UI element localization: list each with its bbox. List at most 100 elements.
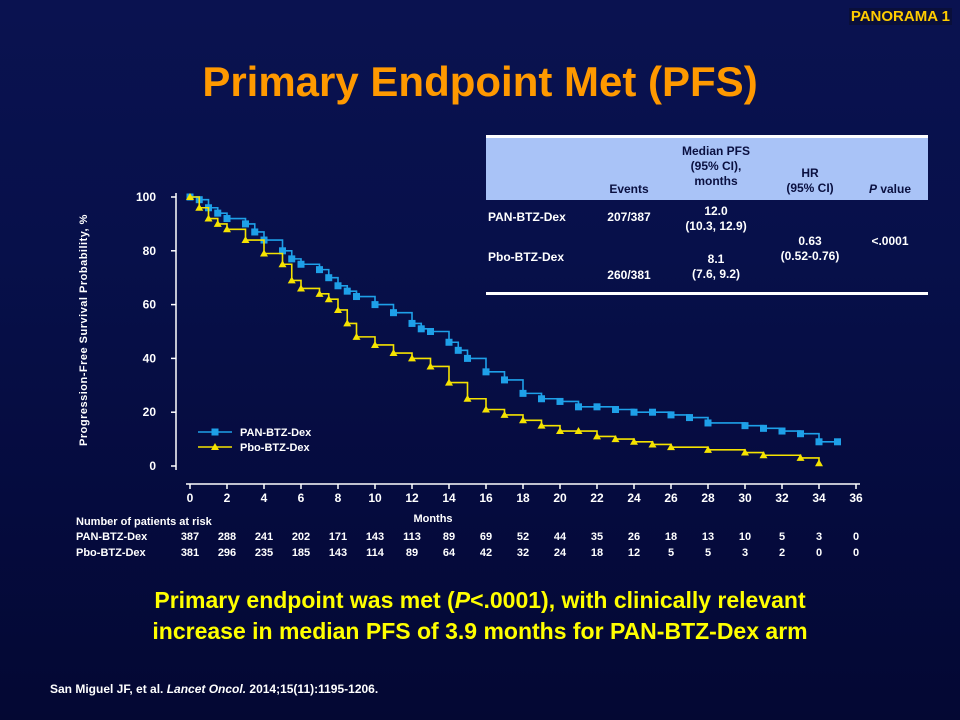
censor-mark-pan xyxy=(408,319,416,327)
at-risk-value: 3 xyxy=(741,547,749,559)
at-risk-value: 235 xyxy=(254,547,274,559)
x-tick-label: 6 xyxy=(298,491,305,505)
censor-mark-pan xyxy=(297,260,305,268)
summary-line1-p: P xyxy=(454,587,471,613)
p-value: <.0001 xyxy=(871,234,909,248)
censor-mark-pbo xyxy=(334,305,342,313)
at-risk-value: 143 xyxy=(328,547,348,559)
at-risk-value: 18 xyxy=(590,547,604,559)
x-tick-label: 4 xyxy=(261,491,268,505)
censor-mark-pbo xyxy=(759,451,768,459)
header-median-line2: (95% CI), xyxy=(690,159,742,173)
censor-mark-pan xyxy=(353,293,360,301)
row-pbo-median: 8.1 (7.6, 9.2) xyxy=(658,252,774,282)
censor-mark-pbo xyxy=(278,260,287,268)
at-risk-value: 143 xyxy=(365,531,385,543)
slide-title: Primary Endpoint Met (PFS) xyxy=(202,58,758,105)
header-p-rest: value xyxy=(876,182,912,196)
y-tick-label: 100 xyxy=(136,190,156,204)
censor-mark-pan xyxy=(686,414,693,422)
censor-mark-pbo xyxy=(223,225,231,233)
x-tick-label: 26 xyxy=(664,491,678,505)
censor-mark-pan xyxy=(834,438,841,446)
censor-mark-pan xyxy=(251,228,259,236)
at-risk-value: 26 xyxy=(627,531,641,543)
summary-line1: Primary endpoint was met (P<.0001), with… xyxy=(0,585,960,616)
at-risk-value: 52 xyxy=(516,531,530,543)
censor-mark-pan xyxy=(667,411,675,419)
row-pbo-median-ci: (7.6, 9.2) xyxy=(691,267,741,281)
at-risk-value: 3 xyxy=(815,531,823,543)
x-tick-label: 10 xyxy=(368,491,382,505)
censor-mark-pbo xyxy=(315,289,324,297)
censor-mark-pan xyxy=(519,389,527,397)
censor-mark-pbo xyxy=(482,405,490,413)
x-tick-label: 32 xyxy=(775,491,789,505)
censor-mark-pan xyxy=(279,247,286,255)
header-p-italic: P xyxy=(868,182,877,196)
censor-mark-pan xyxy=(454,346,462,354)
x-tick-label: 30 xyxy=(738,491,752,505)
at-risk-value: 5 xyxy=(778,531,786,543)
censor-mark-pan xyxy=(334,282,342,290)
header-median-pfs: Median PFS (95% CI), months xyxy=(658,144,774,189)
censor-mark-pan xyxy=(538,395,545,403)
row-pan-median-value: 12.0 xyxy=(704,204,728,218)
row-pbo-median-value: 8.1 xyxy=(707,252,725,266)
censor-mark-pbo xyxy=(389,349,398,357)
citation-authors: San Miguel JF, et al. xyxy=(50,682,167,696)
header-hr-line1: HR xyxy=(801,166,819,180)
censor-mark-pan xyxy=(242,220,249,228)
at-risk-value: 42 xyxy=(479,547,493,559)
row-pan-median: 12.0 (10.3, 12.9) xyxy=(658,204,774,234)
censor-mark-pbo xyxy=(519,416,527,424)
row-pan-arm: PAN-BTZ-Dex xyxy=(488,210,566,224)
at-risk-value: 113 xyxy=(403,531,421,543)
at-risk-value: 35 xyxy=(590,531,604,543)
row-pan-events: 207/387 xyxy=(607,210,651,224)
censor-mark-pbo xyxy=(287,276,296,284)
censor-mark-pbo xyxy=(704,445,712,453)
at-risk-value: 387 xyxy=(180,531,200,543)
censor-mark-pbo xyxy=(815,459,823,467)
censor-mark-pan xyxy=(649,408,656,416)
x-tick-label: 20 xyxy=(553,491,567,505)
censor-mark-pan xyxy=(556,397,564,405)
row-pbo-events: 260/381 xyxy=(607,268,651,282)
row-pbo-arm: Pbo-BTZ-Dex xyxy=(488,250,564,264)
at-risk-value: 69 xyxy=(479,531,493,543)
censor-mark-pan xyxy=(778,427,786,435)
at-risk-value: 288 xyxy=(217,531,237,543)
censor-mark-pbo xyxy=(445,378,453,386)
censor-mark-pbo xyxy=(741,448,749,456)
header-median-line1: Median PFS xyxy=(681,144,750,158)
stats-table-body: PAN-BTZ-Dex 207/387 12.0 (10.3, 12.9) Pb… xyxy=(486,200,928,292)
censor-mark-pan xyxy=(501,376,508,384)
x-tick-label: 24 xyxy=(627,491,641,505)
citation-details: 2014;15(11):1195-1206. xyxy=(246,682,379,696)
at-risk-value: 114 xyxy=(366,547,384,559)
y-tick-label: 80 xyxy=(143,244,157,258)
censor-mark-pan xyxy=(797,430,804,438)
at-risk-value: 32 xyxy=(516,547,530,559)
censor-mark-pbo xyxy=(796,453,805,461)
censor-mark-pbo xyxy=(667,443,675,451)
censor-mark-pan xyxy=(445,338,453,346)
censor-mark-pan xyxy=(417,325,425,333)
at-risk-value: 64 xyxy=(442,547,456,559)
hr-estimate: 0.63 xyxy=(798,234,822,248)
censor-mark-pan xyxy=(760,424,767,432)
header-p-value: P value xyxy=(852,182,928,197)
y-axis-label: Progression-Free Survival Probability, % xyxy=(78,214,90,446)
censor-mark-pbo xyxy=(343,319,352,327)
header-hr-line2: (95% CI) xyxy=(786,181,834,195)
censor-mark-pbo xyxy=(204,214,213,222)
x-tick-label: 18 xyxy=(516,491,530,505)
brand-label: PANORAMA 1 xyxy=(848,8,952,25)
stats-table: Events Median PFS (95% CI), months HR (9… xyxy=(486,135,928,295)
at-risk-label-pan: PAN-BTZ-Dex xyxy=(76,531,148,543)
censor-mark-pbo xyxy=(195,203,204,211)
citation-journal: Lancet Oncol. xyxy=(166,682,247,696)
x-tick-label: 22 xyxy=(590,491,604,505)
censor-mark-pan xyxy=(482,368,490,376)
